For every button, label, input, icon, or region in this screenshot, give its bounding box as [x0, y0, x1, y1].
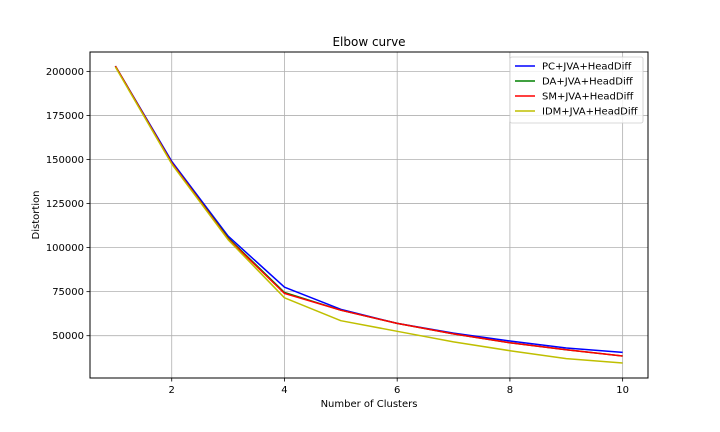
x-tick-label: 6 [394, 385, 400, 396]
y-tick-label: 150000 [46, 155, 84, 166]
series-line [114, 66, 623, 364]
x-tick-label: 10 [616, 385, 629, 396]
legend-label: IDM+JVA+HeadDiff [542, 107, 639, 118]
y-tick-label: 50000 [52, 331, 84, 342]
y-tick-label: 200000 [46, 67, 84, 78]
legend: PC+JVA+HeadDiff DA+JVA+HeadDiff SM+JVA+Hea… [509, 56, 644, 124]
y-tick-label: 175000 [46, 111, 84, 122]
legend-box [509, 56, 644, 124]
y-tick-label: 100000 [46, 243, 84, 254]
y-tick-label: 75000 [52, 287, 84, 298]
legend-label: PC+JVA+HeadDiff [542, 62, 632, 73]
axis-ticks: 2 4 6 8 10 50000 75000 100000 125000 150000 175000… [46, 67, 629, 396]
x-tick-label: 8 [507, 385, 513, 396]
y-axis-title: Distortion [31, 191, 42, 240]
plot-frame [89, 51, 649, 379]
x-axis-title: Number of Clusters [321, 399, 418, 410]
y-tick-label: 125000 [46, 199, 84, 210]
chart-title: Elbow curve [332, 35, 405, 49]
x-tick-label: 4 [281, 385, 287, 396]
legend-label: DA+JVA+HeadDiff [542, 77, 634, 88]
legend-label: SM+JVA+HeadDiff [542, 92, 634, 103]
series-lines [114, 65, 623, 364]
x-tick-label: 2 [169, 385, 175, 396]
